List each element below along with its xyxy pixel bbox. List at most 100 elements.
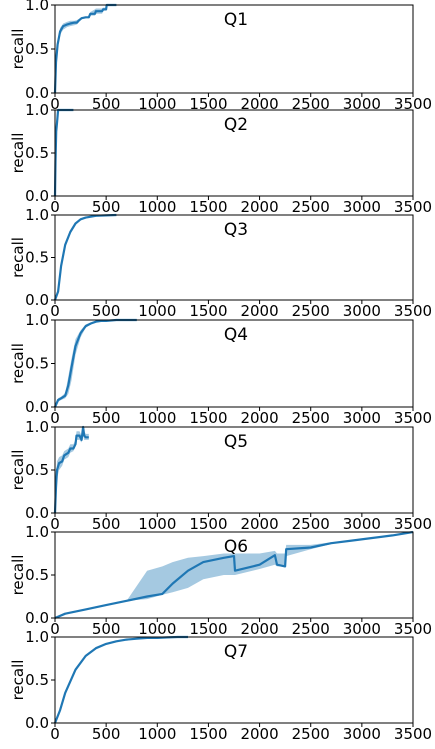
panel-title: Q6 bbox=[224, 537, 248, 557]
x-tick-label: 1500 bbox=[189, 620, 227, 638]
y-tick-label: 0.0 bbox=[25, 609, 49, 627]
series-line-4-1 bbox=[53, 318, 137, 408]
x-tick-label: 3500 bbox=[394, 409, 432, 427]
x-tick-label: 500 bbox=[92, 95, 121, 113]
x-tick-label: 2500 bbox=[292, 515, 330, 533]
y-tick-label: 0.5 bbox=[25, 566, 49, 584]
x-tick-label: 1000 bbox=[138, 409, 176, 427]
x-tick-label: 3500 bbox=[394, 302, 432, 320]
y-axis-label: recall bbox=[9, 450, 27, 491]
series-band-4-1 bbox=[55, 320, 137, 407]
y-tick-label: 0.5 bbox=[25, 144, 49, 162]
x-tick-label: 1000 bbox=[138, 620, 176, 638]
x-tick-label: 2000 bbox=[240, 620, 278, 638]
x-tick-label: 3000 bbox=[343, 409, 381, 427]
x-tick-label: 2500 bbox=[292, 302, 330, 320]
x-tick-label: 2000 bbox=[240, 725, 278, 743]
series-line-7-1 bbox=[53, 635, 188, 724]
x-tick-label: 1000 bbox=[138, 725, 176, 743]
panel-title: Q5 bbox=[224, 432, 248, 452]
panel-title: Q2 bbox=[224, 115, 248, 135]
y-tick-label: 0.5 bbox=[25, 249, 49, 267]
y-axis-label: recall bbox=[9, 133, 27, 174]
x-tick-label: 1500 bbox=[189, 95, 227, 113]
x-tick-label: 3500 bbox=[394, 725, 432, 743]
x-tick-label: 500 bbox=[92, 620, 121, 638]
x-tick-label: 2000 bbox=[240, 302, 278, 320]
y-tick-label: 0.0 bbox=[25, 291, 49, 309]
x-tick-label: 2500 bbox=[292, 198, 330, 216]
x-tick-label: 2500 bbox=[292, 620, 330, 638]
x-tick-label: 0 bbox=[50, 302, 60, 320]
chart-panel-4: 0 500 1000 1500 2000 2500 3000 3500 0.0 0.5 1.0 rec… bbox=[9, 311, 432, 427]
y-tick-label: 1.0 bbox=[25, 0, 49, 14]
x-tick-label: 2500 bbox=[292, 725, 330, 743]
y-tick-label: 0.0 bbox=[25, 504, 49, 522]
x-tick-label: 3000 bbox=[343, 515, 381, 533]
y-axis-label: recall bbox=[9, 343, 27, 384]
x-tick-label: 1000 bbox=[138, 302, 176, 320]
x-tick-label: 1000 bbox=[138, 95, 176, 113]
panel-title: Q3 bbox=[224, 220, 248, 240]
series-band-5-1 bbox=[55, 427, 89, 513]
series-line-5-1 bbox=[53, 425, 89, 514]
y-tick-label: 0.0 bbox=[25, 84, 49, 102]
x-tick-label: 3000 bbox=[343, 620, 381, 638]
y-tick-label: 0.5 bbox=[25, 461, 49, 479]
x-tick-label: 0 bbox=[50, 409, 60, 427]
x-tick-label: 1500 bbox=[189, 302, 227, 320]
x-tick-label: 2000 bbox=[240, 409, 278, 427]
series-line-1-1 bbox=[53, 3, 117, 94]
x-tick-label: 2000 bbox=[240, 515, 278, 533]
y-tick-label: 0.5 bbox=[25, 671, 49, 689]
chart-panel-5: 0 500 1000 1500 2000 2500 3000 3500 0.0 0.5 1.0 rec… bbox=[9, 418, 432, 533]
x-tick-label: 0 bbox=[50, 95, 60, 113]
series-band-7-1 bbox=[55, 637, 188, 723]
x-tick-label: 2500 bbox=[292, 95, 330, 113]
chart-panel-7: 0 500 1000 1500 2000 2500 3000 3500 0.0 0.5 1.0 rec… bbox=[9, 628, 432, 743]
chart-panel-2: 0 500 1000 1500 2000 2500 3000 3500 0.0 0.5 1.0 rec… bbox=[9, 101, 432, 216]
x-tick-label: 3000 bbox=[343, 302, 381, 320]
x-tick-label: 1500 bbox=[189, 725, 227, 743]
series-band-3-1 bbox=[55, 215, 117, 300]
x-tick-label: 3000 bbox=[343, 725, 381, 743]
x-tick-label: 1000 bbox=[138, 515, 176, 533]
x-tick-label: 1500 bbox=[189, 198, 227, 216]
series-line-2-1 bbox=[53, 108, 74, 197]
x-tick-label: 0 bbox=[50, 620, 60, 638]
panel-title: Q1 bbox=[224, 10, 248, 30]
x-tick-label: 2000 bbox=[240, 198, 278, 216]
x-tick-label: 2500 bbox=[292, 409, 330, 427]
x-tick-label: 500 bbox=[92, 409, 121, 427]
y-tick-label: 0.0 bbox=[25, 398, 49, 416]
x-tick-label: 500 bbox=[92, 725, 121, 743]
y-tick-label: 1.0 bbox=[25, 418, 49, 436]
y-axis-label: recall bbox=[9, 555, 27, 596]
y-axis-label: recall bbox=[9, 237, 27, 278]
y-tick-label: 1.0 bbox=[25, 101, 49, 119]
chart-panel-6: 0 500 1000 1500 2000 2500 3000 3500 0.0 0.5 1.0 rec… bbox=[9, 523, 432, 638]
x-tick-label: 1500 bbox=[189, 515, 227, 533]
y-tick-label: 0.0 bbox=[25, 714, 49, 732]
x-tick-label: 3500 bbox=[394, 198, 432, 216]
x-tick-label: 1500 bbox=[189, 409, 227, 427]
series-line-6-1 bbox=[54, 530, 414, 620]
x-tick-label: 3500 bbox=[394, 620, 432, 638]
y-tick-label: 1.0 bbox=[25, 311, 49, 329]
y-tick-label: 0.5 bbox=[25, 355, 49, 373]
x-tick-label: 1000 bbox=[138, 198, 176, 216]
y-tick-label: 1.0 bbox=[25, 206, 49, 224]
x-tick-label: 3000 bbox=[343, 95, 381, 113]
series-line-3-1 bbox=[53, 213, 117, 301]
panel-title: Q7 bbox=[224, 642, 248, 662]
y-axis-label: recall bbox=[9, 660, 27, 701]
x-tick-label: 500 bbox=[92, 198, 121, 216]
y-tick-label: 1.0 bbox=[25, 628, 49, 646]
x-tick-label: 0 bbox=[50, 198, 60, 216]
x-tick-label: 500 bbox=[92, 515, 121, 533]
y-tick-label: 1.0 bbox=[25, 523, 49, 541]
x-tick-label: 0 bbox=[50, 725, 60, 743]
y-tick-label: 0.0 bbox=[25, 187, 49, 205]
x-tick-label: 2000 bbox=[240, 95, 278, 113]
